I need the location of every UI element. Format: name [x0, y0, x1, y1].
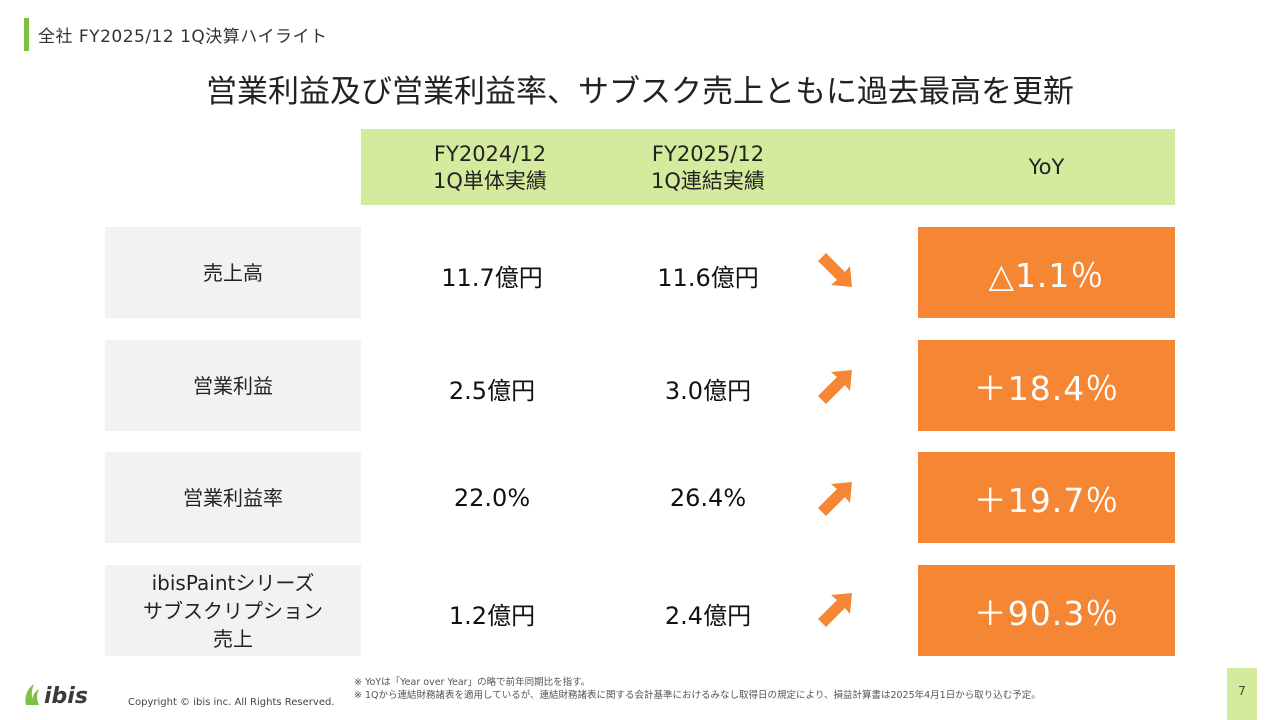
cell-subscription-fy2025: 2.4億円	[664, 602, 752, 630]
footnote: ※ YoYは「Year over Year」の略で前年同期比を指す。	[354, 677, 591, 688]
row-label-subscription-revenue: ibisPaintシリーズ サブスクリプション 売上	[105, 565, 361, 656]
section-accent-bar	[24, 18, 29, 51]
arrow-up-right-icon	[818, 370, 852, 404]
page-title: 営業利益及び営業利益率、サブスク売上ともに過去最高を更新	[206, 74, 1074, 110]
yoy-subscription-revenue: ＋90.3％	[918, 565, 1175, 656]
ibis-logo: ibis	[25, 684, 88, 708]
cell-operating-profit-fy2024: 2.5億円	[448, 377, 536, 405]
page-number: 7	[1238, 684, 1246, 698]
row-label-line: 営業利益	[193, 373, 273, 398]
cell-operating-margin-fy2024: 22.0%	[453, 484, 531, 512]
cell-subscription-fy2024: 1.2億円	[448, 602, 536, 630]
row-label-line: サブスクリプション	[143, 598, 323, 623]
row-label-line: 売上高	[203, 260, 263, 285]
arrow-down-right-icon	[818, 253, 852, 287]
cell-operating-margin-fy2025: 26.4%	[669, 484, 747, 512]
cell-revenue-fy2024: 11.7億円	[441, 264, 543, 292]
column-header-line: FY2024/12	[433, 142, 547, 166]
yoy-operating-profit: ＋18.4％	[918, 340, 1175, 431]
yoy-operating-margin: ＋19.7％	[918, 452, 1175, 543]
copyright: Copyright © ibis inc. All Rights Reserve…	[128, 697, 335, 708]
arrow-up-right-icon	[818, 482, 852, 516]
page-number-box	[1227, 668, 1257, 720]
row-label-revenue: 売上高	[105, 227, 361, 318]
row-label-line: 売上	[213, 626, 253, 651]
section-label: 全社 FY2025/12 1Q決算ハイライト	[38, 27, 328, 47]
row-label-line: 営業利益率	[183, 485, 283, 510]
arrow-up-right-icon	[818, 593, 852, 627]
cell-revenue-fy2025: 11.6億円	[657, 264, 759, 292]
yoy-revenue: △1.1％	[918, 227, 1175, 318]
row-label-line: ibisPaintシリーズ	[151, 570, 315, 595]
footnote: ※ 1Qから連結財務諸表を適用しているが、連結財務諸表に関する会計基準におけるみ…	[354, 690, 1041, 701]
row-label-operating-profit: 営業利益	[105, 340, 361, 431]
column-header-line: YoY	[1028, 155, 1065, 179]
column-header-line: 1Q単体実績	[433, 169, 547, 193]
column-header-fy2025: FY2025/12 1Q連結実績	[618, 141, 798, 195]
logo-text: ibis	[44, 684, 88, 708]
column-header-line: FY2025/12	[651, 142, 765, 166]
cell-operating-profit-fy2025: 3.0億円	[664, 377, 752, 405]
column-header-line: 1Q連結実績	[651, 169, 765, 193]
column-header-fy2024: FY2024/12 1Q単体実績	[400, 141, 580, 195]
row-label-operating-margin: 営業利益率	[105, 452, 361, 543]
table-header-band	[361, 129, 1175, 205]
footnotes: ※ YoYは「Year over Year」の略で前年同期比を指す。 ※ 1Qか…	[354, 676, 1041, 702]
column-header-yoy: YoY	[918, 154, 1175, 181]
